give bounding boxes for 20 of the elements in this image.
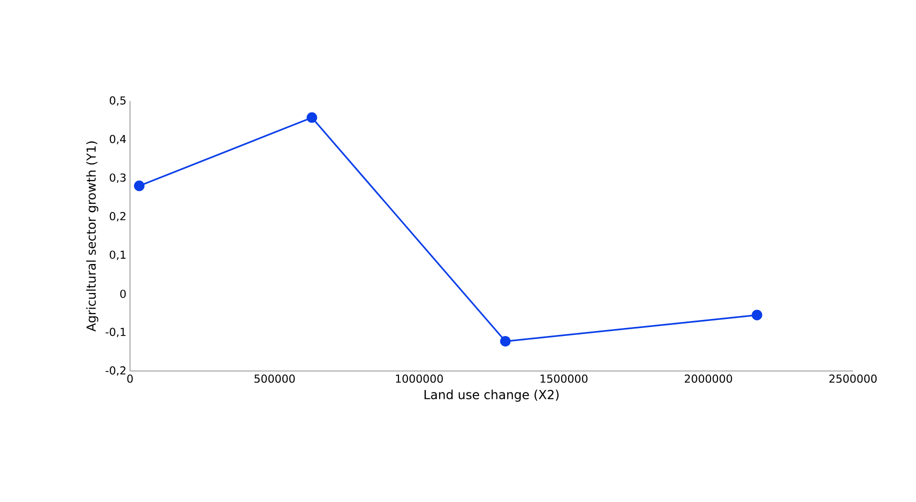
x-tick-label: 0 — [127, 374, 133, 383]
y-tick-label: -0,1 — [106, 328, 126, 338]
y-axis-title: Agricultural sector growth (Y1) — [86, 141, 98, 332]
point — [500, 336, 511, 347]
y-tick-label: 0,5 — [110, 96, 126, 106]
x-tick-label: 2000000 — [684, 374, 732, 383]
y-tick-label: 0 — [120, 290, 126, 298]
x-tick-label: 1500000 — [540, 374, 588, 383]
x-axis-title: Land use change (X2) — [424, 390, 559, 402]
x-tick-label: 500000 — [254, 374, 295, 383]
point — [306, 112, 318, 123]
y-tick-label: 0,3 — [110, 173, 126, 183]
x-tick-label: 2500000 — [829, 374, 877, 383]
y-tick-label: 0,4 — [110, 134, 126, 144]
point — [752, 310, 762, 320]
x-tick-label: 1000000 — [396, 374, 443, 383]
point — [134, 180, 145, 192]
y-tick-label: 0,2 — [110, 212, 126, 222]
y-tick-label: -0,2 — [106, 366, 126, 376]
y-tick-label: 0,1 — [110, 250, 126, 260]
